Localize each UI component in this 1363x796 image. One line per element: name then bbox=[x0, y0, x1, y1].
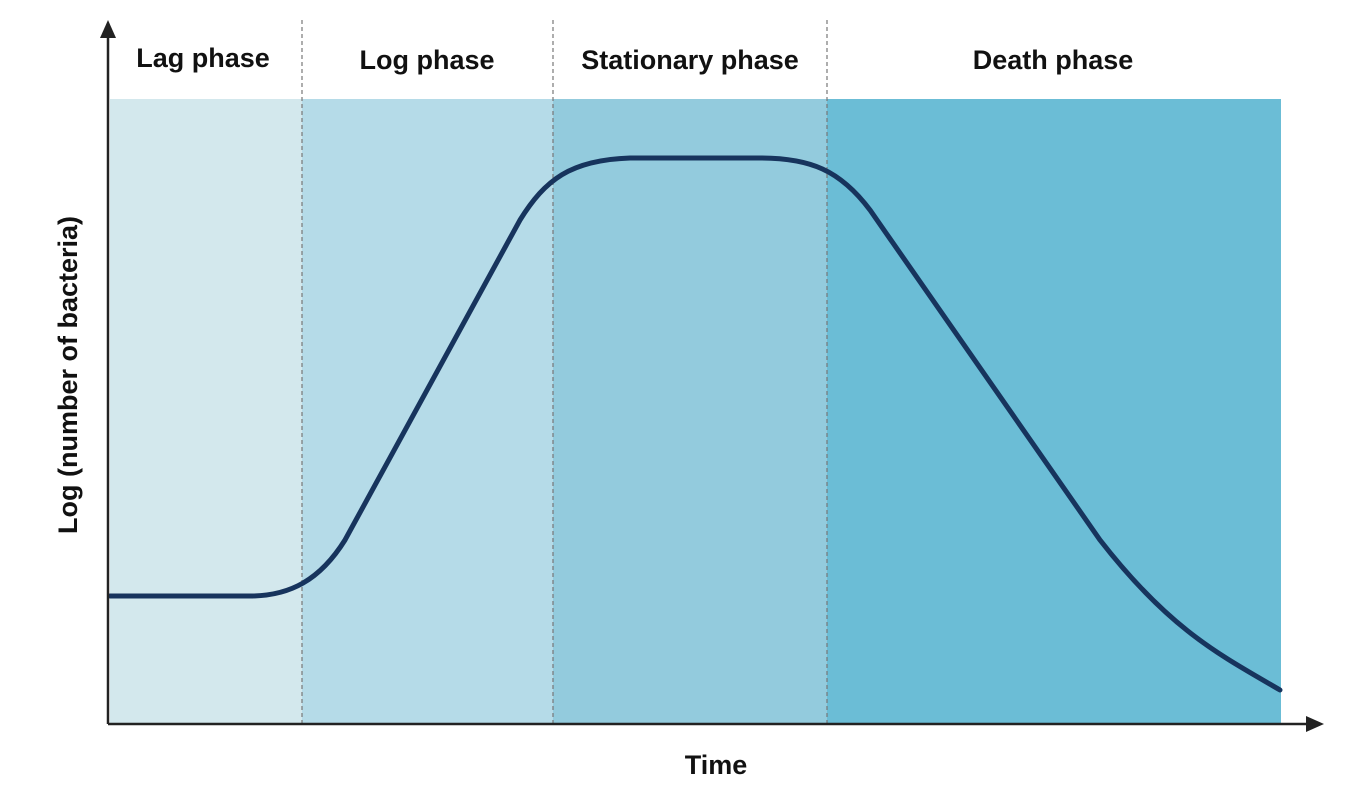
growth-curve bbox=[107, 155, 1283, 693]
phase-label: Death phase bbox=[973, 45, 1134, 75]
phase-label: Log phase bbox=[359, 45, 494, 75]
stationary-band bbox=[553, 99, 827, 723]
death-band bbox=[827, 99, 1281, 723]
x-axis-arrow bbox=[1306, 716, 1324, 732]
log-band bbox=[302, 99, 553, 723]
phase-label: Stationary phase bbox=[581, 45, 799, 75]
lag-band bbox=[110, 99, 302, 723]
y-axis-arrow bbox=[100, 20, 116, 38]
x-axis-label: Time bbox=[685, 750, 748, 780]
phase-dividers bbox=[301, 20, 828, 723]
y-axis-label: Log (number of bacteria) bbox=[53, 216, 83, 534]
phase-label: Lag phase bbox=[136, 43, 270, 73]
